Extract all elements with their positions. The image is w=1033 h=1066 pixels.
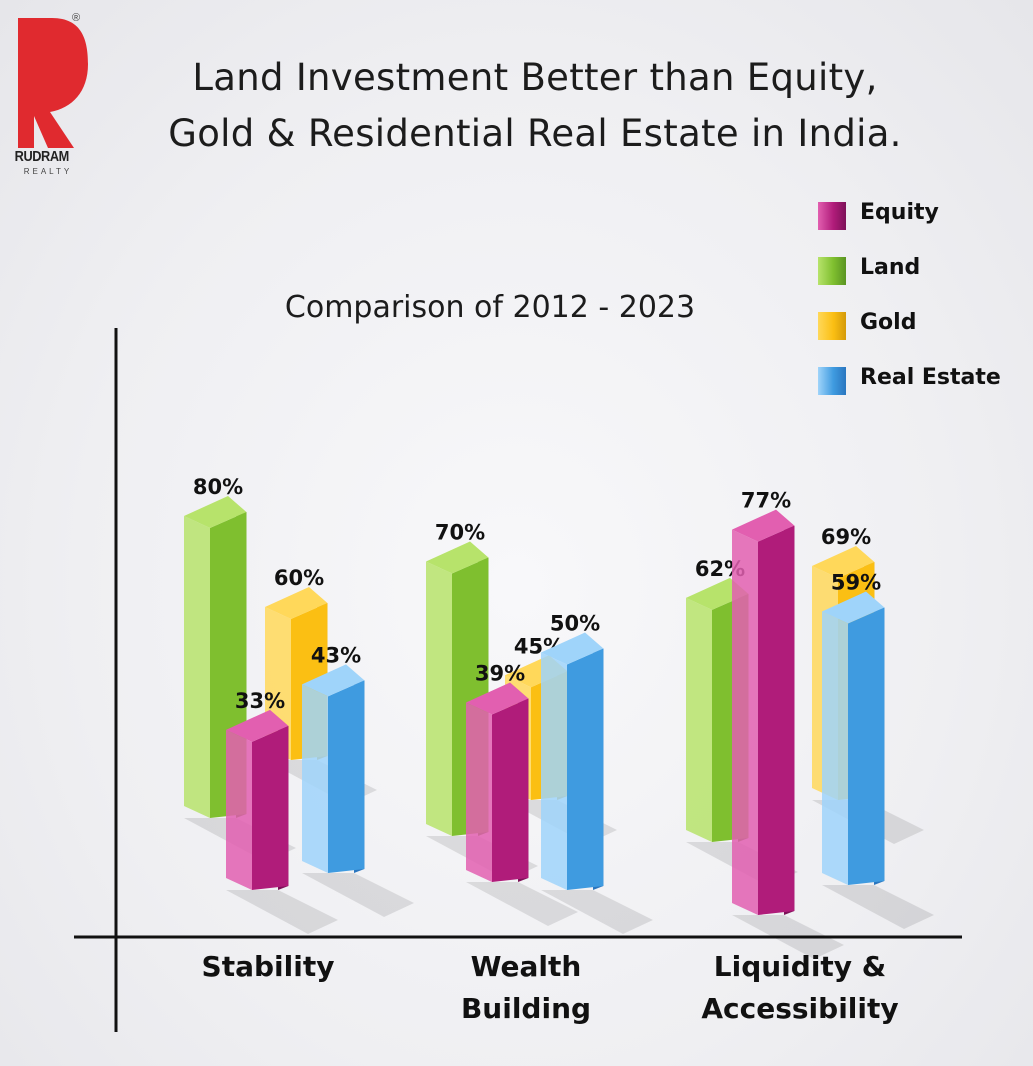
- bar-front: [567, 648, 604, 890]
- bar-value-label: 70%: [435, 521, 485, 545]
- bar-left-face: [822, 611, 848, 885]
- bar-value-label: 39%: [475, 662, 525, 686]
- bar-top: [822, 591, 885, 624]
- bar-top: [541, 632, 604, 665]
- bar-shadow: [822, 885, 934, 929]
- bar-front: [758, 525, 795, 915]
- bar-front: [492, 698, 529, 882]
- x-tick-label-line: Wealth: [470, 950, 582, 983]
- bar-front: [328, 680, 365, 873]
- legend-swatch: [818, 312, 846, 340]
- bar-value-label: 60%: [274, 566, 324, 590]
- x-tick-label: Wealth Building: [426, 946, 626, 1030]
- bar-shadow: [226, 890, 338, 934]
- bar-front: [848, 607, 885, 885]
- bar-front: [252, 725, 289, 890]
- bar-left-face: [184, 516, 210, 818]
- bar-left-face: [686, 597, 712, 842]
- logo-subtitle: REALTY: [23, 167, 73, 176]
- bar-top: [226, 709, 289, 742]
- bar-equity-0: 33%: [226, 689, 338, 934]
- chart-subtitle: Comparison of 2012 - 2023: [284, 290, 696, 325]
- bar-value-label: 43%: [311, 643, 361, 667]
- legend-label: Equity: [860, 200, 939, 225]
- legend-label: Land: [860, 255, 921, 280]
- x-tick-label-line: Stability: [201, 950, 335, 983]
- page-title: Land Investment Better than Equity, Gold…: [110, 50, 960, 162]
- logo-r-shape: [18, 18, 88, 148]
- bar-top: [426, 541, 489, 574]
- bar-real-estate-0: 43%: [302, 643, 414, 917]
- bar-left-face: [426, 561, 452, 836]
- title-line-2: Gold & Residential Real Estate in India.: [168, 112, 902, 155]
- legend-swatch: [818, 257, 846, 285]
- bar-top: [466, 682, 529, 715]
- bar-shadow: [541, 890, 653, 934]
- bar-top: [302, 664, 365, 697]
- bar-real-estate-2: 59%: [822, 571, 934, 929]
- legend-label: Real Estate: [860, 365, 1001, 390]
- bar-shadow: [732, 915, 844, 959]
- bar-shadow: [302, 873, 414, 917]
- legend-swatch: [818, 202, 846, 230]
- bar-value-label: 77%: [741, 489, 791, 513]
- x-tick-label: Liquidity & Accessibility: [680, 946, 920, 1030]
- bar-top: [812, 546, 875, 579]
- x-tick-label: Stability: [168, 946, 368, 988]
- bar-left-face: [466, 702, 492, 882]
- bar-left-face: [226, 729, 252, 890]
- bar-equity-1: 39%: [466, 662, 578, 926]
- x-tick-label-line: Liquidity &: [713, 950, 887, 983]
- bar-value-label: 50%: [550, 612, 600, 636]
- bar-real-estate-1: 50%: [541, 612, 653, 934]
- bar-top: [732, 509, 795, 542]
- bar-equity-2: 77%: [732, 489, 844, 959]
- bar-value-label: 33%: [235, 689, 285, 713]
- bar-shadow: [466, 882, 578, 926]
- bar-left-face: [302, 684, 328, 873]
- registered-mark: ®: [72, 12, 81, 24]
- bar-value-label: 69%: [821, 525, 871, 549]
- bar-value-label: 80%: [193, 475, 243, 499]
- x-tick-label-line: Accessibility: [701, 992, 899, 1025]
- bar-top: [184, 496, 247, 528]
- bar-left-face: [541, 652, 567, 890]
- rudram-logo: [18, 18, 88, 148]
- bar-value-label: 59%: [831, 571, 881, 595]
- bar-top: [265, 587, 328, 619]
- logo-name: RUDRAM: [14, 148, 70, 165]
- legend-swatch: [818, 367, 846, 395]
- title-line-1: Land Investment Better than Equity,: [192, 56, 878, 99]
- legend-label: Gold: [860, 310, 917, 335]
- x-tick-label-line: Building: [460, 992, 592, 1025]
- bar-left-face: [732, 529, 758, 915]
